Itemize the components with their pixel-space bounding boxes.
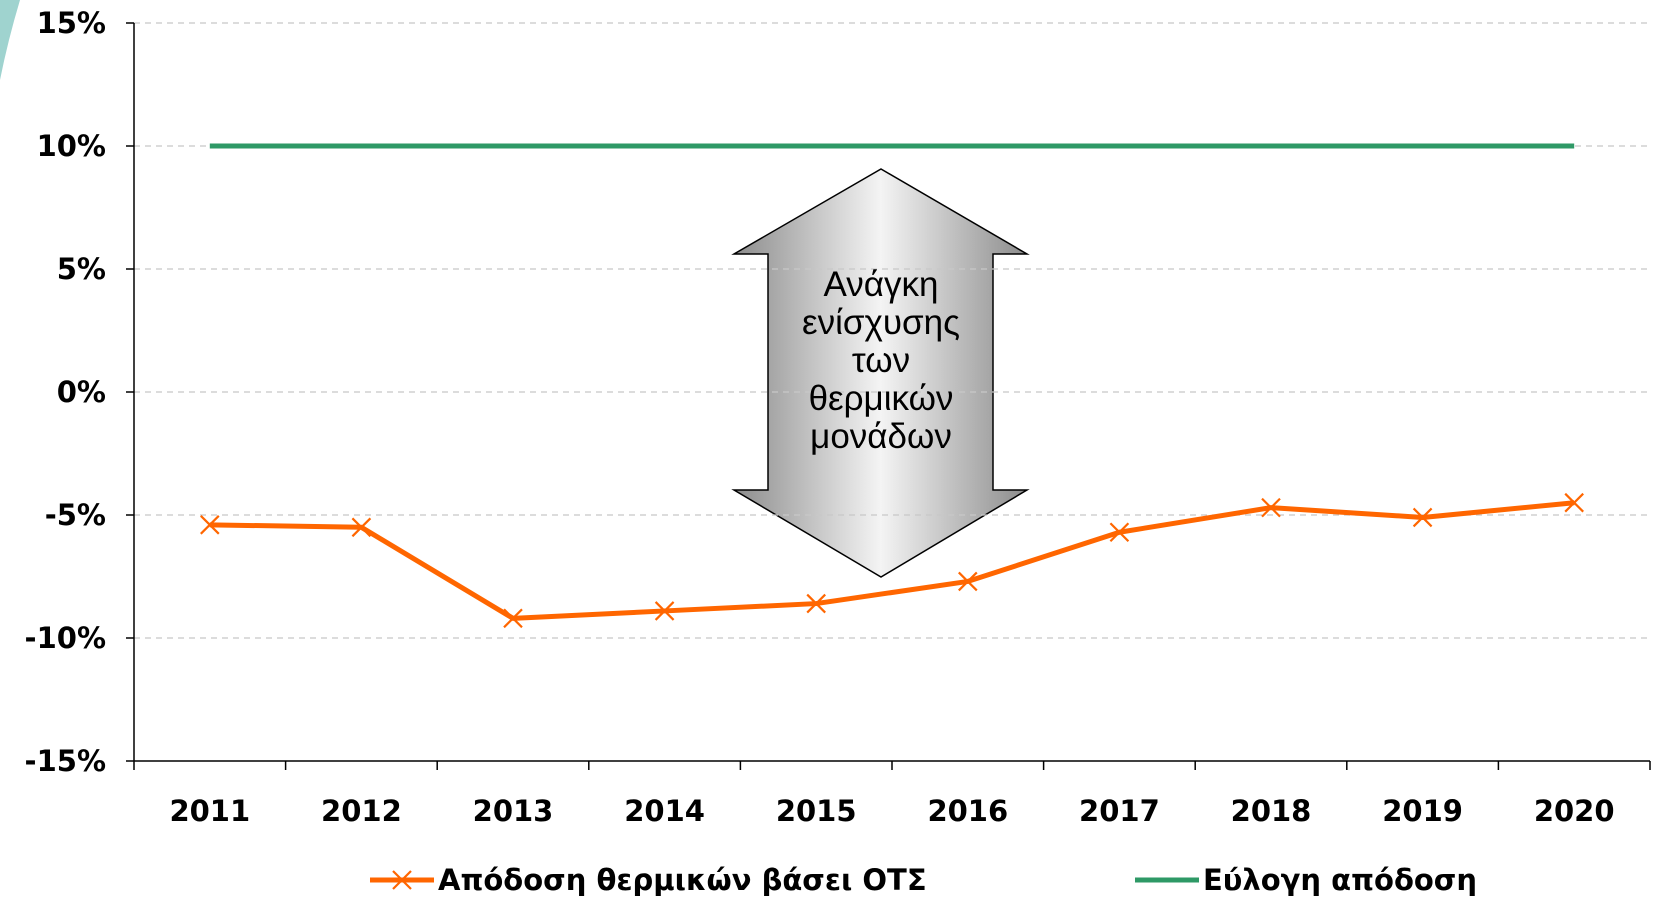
marker xyxy=(200,515,220,535)
x-tick-label: 2014 xyxy=(624,794,705,828)
y-tick-label: -5% xyxy=(45,498,106,532)
annotation-arrow xyxy=(731,168,1030,578)
x-tick-label: 2015 xyxy=(776,794,857,828)
marker xyxy=(958,571,978,592)
annotation-line: Ανάγκη xyxy=(824,265,939,304)
marker xyxy=(1109,522,1130,542)
marker xyxy=(1412,507,1433,528)
marker xyxy=(1261,497,1281,518)
x-tick-label: 2013 xyxy=(473,794,554,828)
marker xyxy=(654,601,675,621)
decoration xyxy=(0,0,20,80)
x-tick-label: 2019 xyxy=(1382,794,1463,828)
x-tick-label: 2011 xyxy=(169,794,250,828)
annotation-line: μονάδων xyxy=(810,417,952,456)
line xyxy=(209,500,1575,621)
marker xyxy=(1564,492,1584,513)
x-tick-label: 2012 xyxy=(321,794,402,828)
legend-label: Απόδοση θερμικών βάσει ΟΤΣ xyxy=(438,863,927,897)
y-tick-label: 15% xyxy=(37,6,106,40)
annotation-line: ενίσχυσης xyxy=(802,303,960,342)
y-tick-label: -15% xyxy=(25,744,106,778)
marker xyxy=(503,608,523,629)
y-tick-label: 5% xyxy=(57,252,106,286)
y-tick-label: 10% xyxy=(37,129,106,163)
annotation-line: των xyxy=(852,341,910,380)
y-tick-label: -10% xyxy=(25,621,106,655)
marker xyxy=(351,517,372,538)
legend-label: Εύλογη απόδοση xyxy=(1203,863,1477,897)
y-tick-label: 0% xyxy=(57,375,106,409)
x-tick-label: 2017 xyxy=(1079,794,1160,828)
annotation-line: θερμικών xyxy=(809,379,954,418)
x-tick-label: 2016 xyxy=(927,794,1008,828)
series xyxy=(200,492,1584,629)
x-tick-label: 2020 xyxy=(1534,794,1615,828)
annotation: Ανάγκη ενίσχυσης των θερμικών μονάδων xyxy=(802,265,960,456)
marker xyxy=(806,593,826,614)
legend-marker xyxy=(392,870,412,890)
x-tick-label: 2018 xyxy=(1231,794,1312,828)
